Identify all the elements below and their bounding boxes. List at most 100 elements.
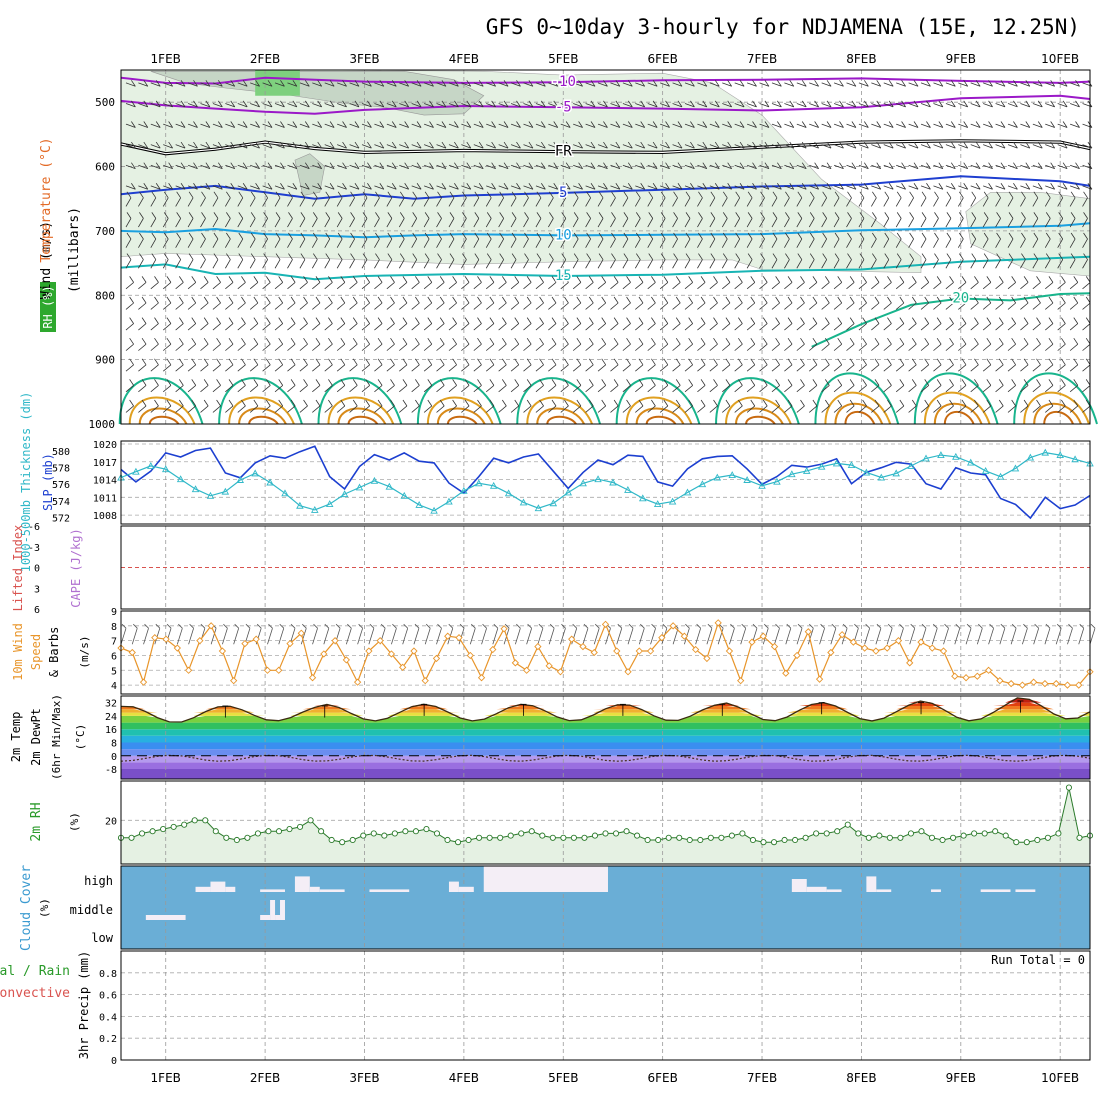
wind-barb-flag	[350, 212, 355, 219]
wind-barb	[883, 385, 892, 393]
wind-barb	[287, 364, 296, 372]
wind-barb-flag	[911, 296, 917, 304]
wind-barb-flag	[764, 183, 770, 190]
wind-barb	[635, 164, 645, 170]
wind-barb-flag	[862, 379, 867, 386]
wind-barb-flag	[1075, 183, 1080, 190]
wind-barb-flag	[1008, 232, 1014, 240]
wind-barb-flag	[1037, 141, 1043, 149]
wind-barb	[175, 164, 186, 170]
wind-barb	[622, 302, 631, 310]
wind-barb	[1057, 144, 1068, 149]
surface-wind-barb-flag	[324, 623, 330, 629]
wind-barb	[374, 164, 384, 170]
wind-barb-flag	[466, 183, 472, 190]
wind-barb-flag	[601, 337, 607, 345]
wind-barb-flag	[921, 232, 927, 240]
wind-barb	[858, 185, 869, 190]
wind-barb	[386, 405, 395, 413]
wind-barb	[647, 238, 654, 248]
wind-barb	[125, 82, 136, 87]
wind-barb-flag	[561, 232, 567, 240]
wind-barb	[622, 385, 631, 393]
wind-barb-flag	[998, 337, 1004, 345]
wind-barb	[274, 364, 283, 372]
wind-barb	[274, 218, 281, 228]
wind-barb	[163, 144, 173, 149]
wind-barb	[796, 185, 807, 190]
wind-barb	[660, 82, 670, 87]
wind-barb-flag	[764, 100, 770, 108]
wind-barb-flag	[315, 358, 321, 366]
wind-barb	[436, 238, 442, 248]
wind-barb	[1057, 82, 1068, 87]
wind-barb	[311, 218, 318, 228]
wind-barb-flag	[635, 232, 641, 240]
wind-barb-flag	[188, 212, 194, 219]
wind-barb	[1069, 164, 1080, 170]
wind-barb-flag	[974, 296, 979, 304]
wind-barb	[958, 164, 968, 170]
wind-speed-marker	[151, 634, 159, 642]
thickness-marker	[147, 461, 155, 469]
rh-marker	[402, 828, 409, 835]
wind-barb-flag	[950, 183, 956, 190]
wind-barb-flag	[253, 317, 259, 324]
wind-barb	[908, 82, 919, 87]
wind-barb	[1069, 82, 1080, 87]
wind-barb-flag	[263, 232, 268, 240]
wind-barb	[858, 82, 869, 87]
thickness-marker	[579, 479, 587, 487]
wind-barb	[808, 302, 818, 310]
wind-barb	[162, 323, 172, 331]
wind-barb	[423, 238, 430, 248]
thickness-marker	[773, 477, 781, 485]
wind-barb	[535, 385, 544, 393]
wind-barb	[212, 323, 221, 331]
thickness-marker	[713, 473, 722, 481]
wind-barb-flag	[503, 121, 509, 128]
wind-barb-flag	[862, 296, 867, 304]
wind-barb-flag	[528, 162, 534, 169]
wind-barb	[262, 123, 273, 128]
high-cloud-block	[260, 889, 285, 892]
wind-barb	[846, 282, 855, 290]
surface-wind-barb-flag	[538, 623, 544, 629]
wind-speed-marker	[782, 669, 790, 677]
wind-barb	[138, 238, 144, 248]
wind-barb-flag	[325, 232, 331, 240]
wind-barb-flag	[1036, 337, 1041, 345]
wind-barb-flag	[539, 379, 544, 386]
wind-barb	[821, 323, 830, 331]
wind-barb-flag	[851, 162, 857, 169]
wind-barb-flag	[772, 191, 778, 199]
wind-barb-flag	[180, 100, 186, 108]
wind-barb-flag	[178, 399, 184, 407]
wind-barb-flag	[340, 358, 346, 366]
wind-barb-flag	[439, 379, 445, 386]
wind-barb-flag	[263, 253, 268, 260]
wind-barb-flag	[365, 296, 371, 304]
wind-barb-flag	[601, 317, 607, 324]
wind-barb	[150, 282, 159, 290]
wind-barb	[684, 323, 693, 331]
wind-barb-flag	[626, 379, 631, 386]
wind-barb-flag	[511, 232, 517, 240]
wind-barb-flag	[839, 141, 844, 149]
wind-barb	[548, 259, 554, 269]
wind-barb	[200, 364, 209, 372]
wind-barb-flag	[924, 399, 930, 407]
wind-barb-flag	[424, 212, 430, 219]
wind-barb-flag	[635, 212, 641, 219]
wind-barb	[299, 185, 310, 190]
wind-barb-flag	[452, 379, 457, 386]
wind-barb	[299, 103, 310, 108]
wind-barb	[399, 282, 408, 290]
wind-barb-flag	[1061, 379, 1066, 386]
wind-barb-flag	[265, 358, 271, 366]
wind-barb-flag	[280, 183, 285, 190]
wind-barb	[200, 123, 211, 128]
wind-barb-flag	[1083, 212, 1088, 219]
wind-barb	[374, 218, 380, 228]
wind-barb-flag	[626, 276, 631, 283]
